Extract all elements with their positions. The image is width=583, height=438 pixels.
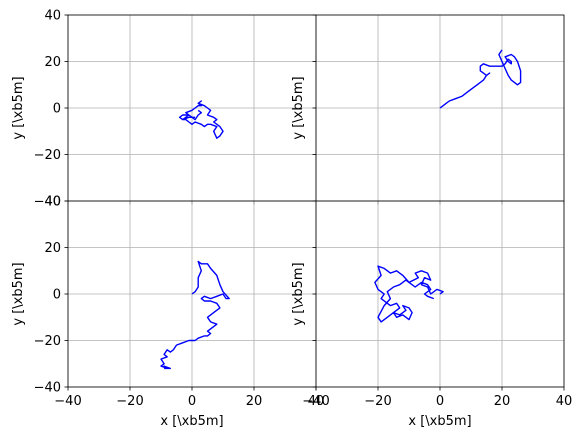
x-tick-label: 0: [188, 394, 196, 409]
trajectory-line: [160, 260, 230, 370]
trajectory-line: [374, 265, 444, 323]
y-tick-label: −40: [34, 381, 61, 396]
trajectory-line: [439, 49, 522, 109]
y-axis-label: y [\xb5m]: [11, 76, 26, 139]
x-tick-label: 40: [556, 394, 573, 409]
x-tick-label: −20: [116, 394, 143, 409]
y-tick-label: 20: [44, 55, 61, 70]
y-tick-label: 40: [44, 195, 61, 210]
y-axis-label: y [\xb5m]: [11, 262, 26, 325]
x-tick-label: 20: [494, 394, 511, 409]
x-tick-label: −40: [54, 394, 81, 409]
y-tick-label: 0: [53, 288, 61, 303]
y-tick-label: 20: [44, 241, 61, 256]
y-tick-label: 40: [44, 9, 61, 24]
y-tick-label: −20: [34, 148, 61, 163]
x-tick-label: −40: [302, 394, 329, 409]
subplot-top-left: −40 −20 0 20 40 y [\xb5m]: [11, 9, 317, 210]
x-axis-label: x [\xb5m]: [160, 414, 223, 429]
y-tick-label: 0: [53, 102, 61, 117]
x-axis-label: x [\xb5m]: [408, 414, 471, 429]
trajectory-line: [178, 100, 224, 139]
x-tick-label: 40: [308, 394, 325, 409]
x-tick-label: 20: [246, 394, 263, 409]
y-tick-label: −40: [34, 195, 61, 210]
y-tick-label: −20: [34, 334, 61, 349]
x-tick-label: 0: [436, 394, 444, 409]
subplot-top-right: y [\xb5m]: [291, 14, 565, 205]
y-axis-label: y [\xb5m]: [291, 262, 306, 325]
subplot-bottom-right: −40 −20 0 20 40 y [\xb5m] x [\xb5m]: [291, 200, 573, 429]
y-axis-label: y [\xb5m]: [291, 76, 306, 139]
x-tick-label: −20: [364, 394, 391, 409]
